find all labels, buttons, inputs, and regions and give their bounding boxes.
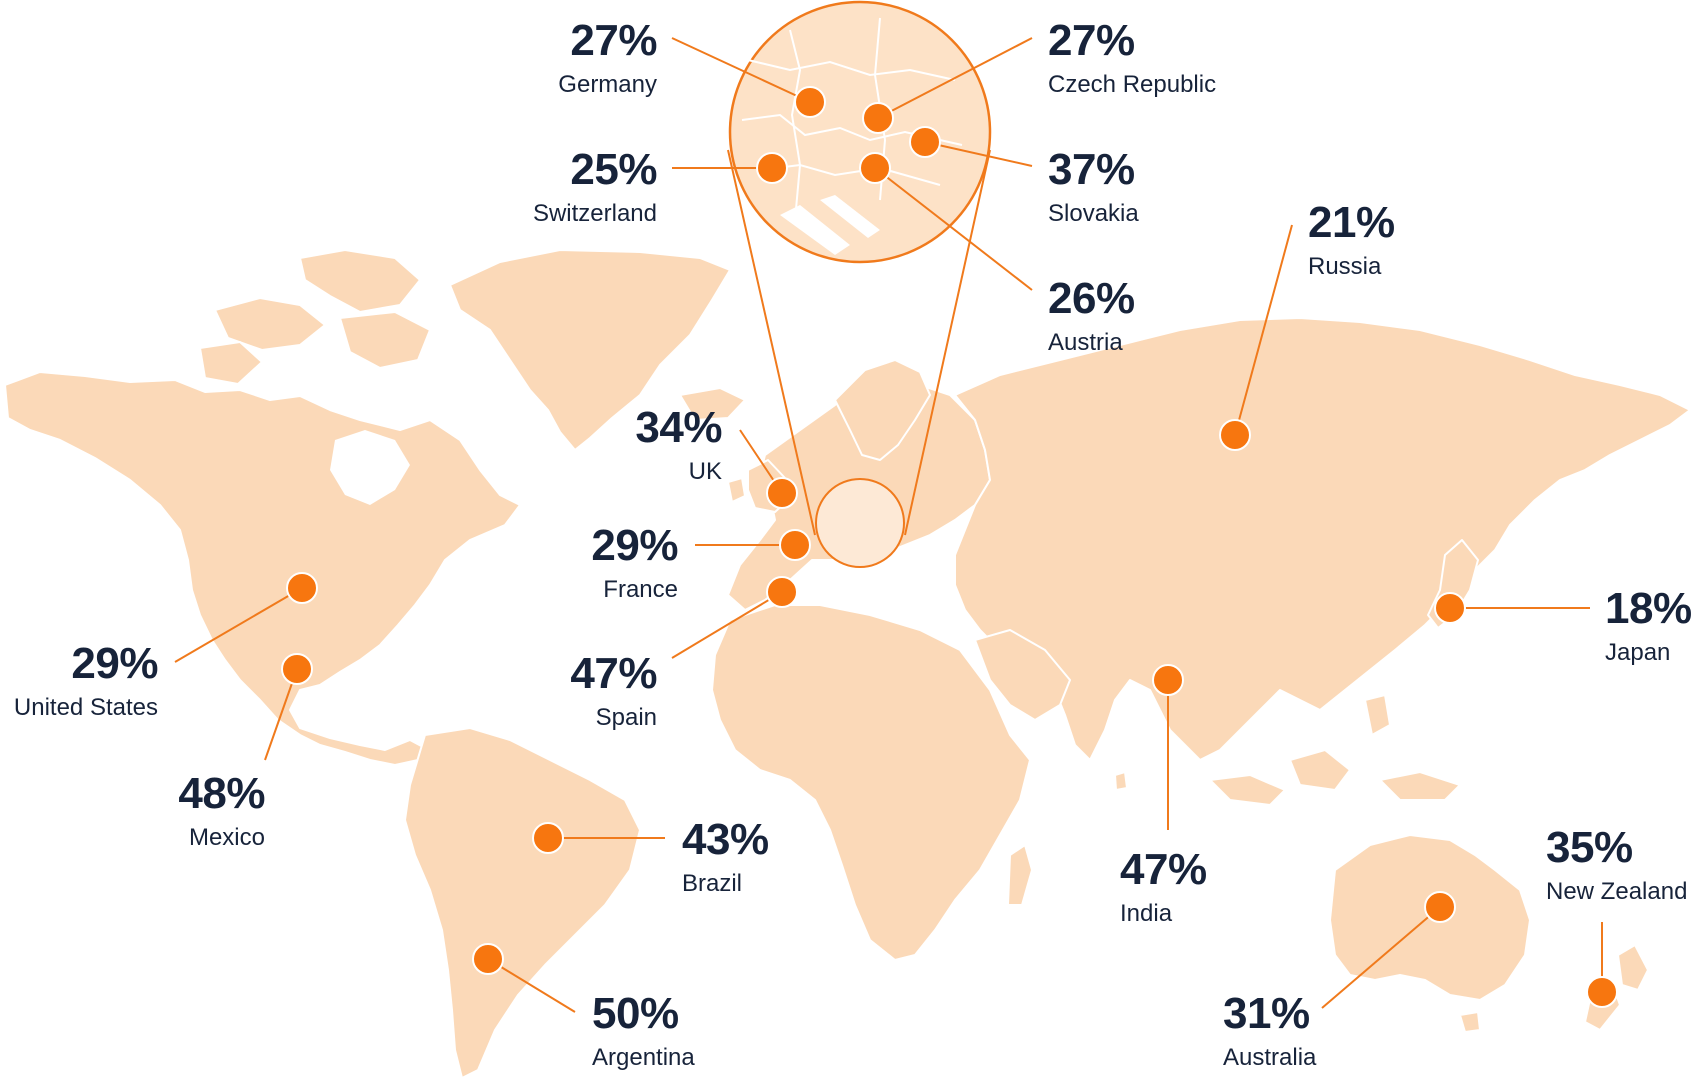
- leader-slovakia: [924, 141, 1033, 167]
- landmass-madagascar: [1007, 844, 1033, 906]
- landmass-indonesia-2: [1289, 749, 1351, 791]
- leader-spain: [671, 591, 783, 659]
- marker-russia[interactable]: [1219, 419, 1251, 451]
- country-spain: Spain: [596, 704, 657, 731]
- value-mexico: 48%: [178, 769, 265, 818]
- value-czech-republic: 27%: [1048, 16, 1135, 65]
- country-germany: Germany: [558, 71, 657, 98]
- leader-australia: [1321, 906, 1441, 1009]
- landmass-arctic-islands-2: [299, 249, 421, 313]
- landmass-new-zealand-north: [1617, 944, 1649, 991]
- value-russia: 21%: [1308, 198, 1395, 247]
- landmass-arctic-islands-4: [199, 341, 263, 385]
- marker-france[interactable]: [779, 529, 811, 561]
- value-switzerland: 25%: [570, 145, 657, 194]
- marker-austria[interactable]: [859, 152, 891, 184]
- landmass-arctic-islands-3: [339, 311, 431, 369]
- value-austria: 26%: [1048, 274, 1135, 323]
- zoom-lens-circle: [728, 0, 992, 264]
- country-austria: Austria: [1048, 329, 1123, 356]
- country-switzerland: Switzerland: [533, 200, 657, 227]
- marker-india[interactable]: [1152, 664, 1184, 696]
- marker-new-zealand[interactable]: [1586, 976, 1618, 1008]
- landmass-scandinavia: [834, 359, 931, 461]
- marker-brazil[interactable]: [532, 822, 564, 854]
- leader-austria: [874, 167, 1033, 291]
- value-japan: 18%: [1605, 584, 1692, 633]
- landmass-iceland: [679, 387, 746, 421]
- landmass-greenland: [449, 249, 731, 451]
- landmass-sri-lanka: [1114, 771, 1128, 791]
- country-japan: Japan: [1605, 639, 1670, 666]
- landmass-south-america: [404, 727, 641, 1079]
- zoom-connector-left: [727, 149, 816, 536]
- value-uk: 34%: [635, 403, 722, 452]
- landmass-arabia: [974, 629, 1071, 721]
- value-united-states: 29%: [71, 639, 158, 688]
- value-india: 47%: [1120, 845, 1207, 894]
- value-australia: 31%: [1223, 989, 1310, 1038]
- landmass-tasmania: [1459, 1011, 1481, 1033]
- zoom-inset: [727, 0, 992, 568]
- country-france: France: [603, 576, 678, 603]
- marker-spain[interactable]: [766, 576, 798, 608]
- leader-germany: [671, 37, 811, 103]
- leader-united-states: [174, 587, 303, 663]
- country-india: India: [1120, 900, 1173, 927]
- value-new-zealand: 35%: [1546, 823, 1633, 872]
- markers: [281, 86, 1618, 1008]
- marker-argentina[interactable]: [472, 943, 504, 975]
- country-mexico: Mexico: [189, 824, 265, 851]
- marker-germany[interactable]: [794, 86, 826, 118]
- leader-argentina: [487, 958, 576, 1013]
- marker-mexico[interactable]: [281, 653, 313, 685]
- landmass-arctic-islands-1: [214, 297, 326, 351]
- labels: 27% Germany 27% Czech Republic 25% Switz…: [14, 16, 1692, 1071]
- land-layer: [4, 249, 1691, 1079]
- value-brazil: 43%: [682, 815, 769, 864]
- landmass-philippines: [1364, 694, 1391, 736]
- country-russia: Russia: [1308, 253, 1382, 280]
- country-brazil: Brazil: [682, 870, 742, 897]
- zoom-connector-right: [904, 149, 991, 536]
- marker-czech-republic[interactable]: [862, 102, 894, 134]
- landmass-new-guinea: [1379, 771, 1461, 801]
- marker-australia[interactable]: [1424, 891, 1456, 923]
- landmass-indonesia-1: [1209, 774, 1286, 806]
- value-slovakia: 37%: [1048, 145, 1135, 194]
- leader-czech-republic: [877, 37, 1033, 119]
- value-spain: 47%: [570, 649, 657, 698]
- leader-mexico: [264, 668, 298, 761]
- value-argentina: 50%: [592, 989, 679, 1038]
- value-france: 29%: [591, 521, 678, 570]
- country-australia: Australia: [1223, 1044, 1317, 1071]
- country-slovakia: Slovakia: [1048, 200, 1139, 227]
- marker-slovakia[interactable]: [909, 126, 941, 158]
- country-argentina: Argentina: [592, 1044, 695, 1071]
- marker-switzerland[interactable]: [756, 152, 788, 184]
- landmass-ireland: [727, 477, 746, 503]
- value-germany: 27%: [570, 16, 657, 65]
- zoom-source-circle: [815, 478, 905, 568]
- leader-russia: [1234, 224, 1293, 436]
- leader-lines: [174, 37, 1603, 1013]
- landmass-africa: [711, 604, 1031, 961]
- country-united-states: United States: [14, 694, 158, 721]
- country-uk: UK: [689, 458, 722, 485]
- country-new-zealand: New Zealand: [1546, 878, 1687, 905]
- marker-japan[interactable]: [1434, 592, 1466, 624]
- marker-uk[interactable]: [766, 477, 798, 509]
- country-czech-republic: Czech Republic: [1048, 71, 1216, 98]
- marker-united-states[interactable]: [286, 572, 318, 604]
